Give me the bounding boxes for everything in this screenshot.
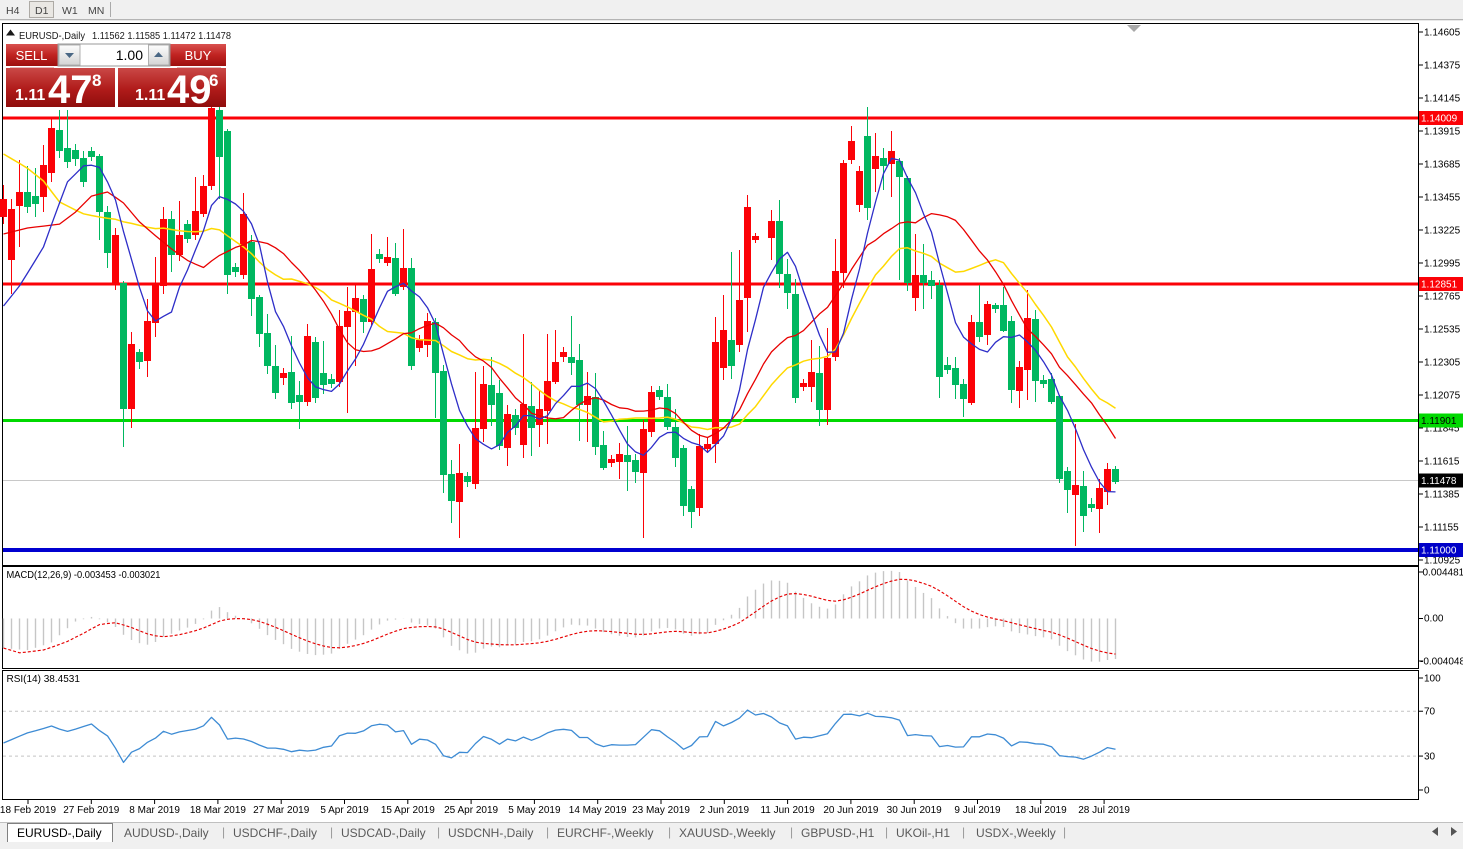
svg-text:|: | bbox=[962, 825, 965, 839]
svg-text:15 Apr 2019: 15 Apr 2019 bbox=[381, 805, 435, 816]
svg-text:1.12535: 1.12535 bbox=[1424, 325, 1461, 336]
svg-text:|: | bbox=[1063, 825, 1066, 839]
svg-text:SELL: SELL bbox=[16, 48, 48, 63]
svg-text:W1: W1 bbox=[62, 5, 78, 17]
svg-text:1.13455: 1.13455 bbox=[1424, 193, 1461, 204]
svg-text:1.14605: 1.14605 bbox=[1424, 28, 1461, 39]
svg-text:70: 70 bbox=[1424, 707, 1436, 718]
svg-text:USDCAD-,Daily: USDCAD-,Daily bbox=[341, 826, 426, 840]
svg-text:1.11000: 1.11000 bbox=[1421, 546, 1457, 557]
svg-text:1.14145: 1.14145 bbox=[1424, 94, 1461, 105]
svg-text:|: | bbox=[790, 825, 793, 839]
svg-text:1.12075: 1.12075 bbox=[1424, 391, 1461, 402]
svg-text:28 Jul 2019: 28 Jul 2019 bbox=[1078, 805, 1130, 816]
svg-text:AUDUSD-,Daily: AUDUSD-,Daily bbox=[124, 826, 209, 840]
svg-text:UKOil-,H1: UKOil-,H1 bbox=[896, 826, 950, 840]
svg-text:XAUUSD-,Weekly: XAUUSD-,Weekly bbox=[679, 826, 775, 840]
svg-text:11 Jun 2019: 11 Jun 2019 bbox=[760, 805, 815, 816]
svg-text:1.14009: 1.14009 bbox=[1421, 114, 1458, 125]
svg-text:30: 30 bbox=[1424, 752, 1436, 763]
svg-text:MN: MN bbox=[88, 5, 104, 17]
svg-text:9 Jul 2019: 9 Jul 2019 bbox=[954, 805, 1001, 816]
svg-text:6: 6 bbox=[209, 71, 218, 90]
svg-text:1.11562 1.11585 1.11472 1.1147: 1.11562 1.11585 1.11472 1.11478 bbox=[92, 31, 231, 42]
svg-text:|: | bbox=[668, 825, 671, 839]
svg-text:1.14375: 1.14375 bbox=[1424, 61, 1461, 72]
svg-text:RSI(14) 38.4531: RSI(14) 38.4531 bbox=[7, 674, 81, 685]
svg-text:1.11615: 1.11615 bbox=[1424, 457, 1460, 468]
svg-text:0: 0 bbox=[1424, 786, 1430, 797]
svg-text:49: 49 bbox=[167, 68, 212, 112]
svg-text:|: | bbox=[437, 825, 440, 839]
svg-text:20 Jun 2019: 20 Jun 2019 bbox=[823, 805, 878, 816]
svg-text:47: 47 bbox=[48, 68, 93, 112]
svg-text:|: | bbox=[222, 825, 225, 839]
svg-text:5 Apr 2019: 5 Apr 2019 bbox=[320, 805, 369, 816]
svg-text:30 Jun 2019: 30 Jun 2019 bbox=[887, 805, 942, 816]
svg-text:23 May 2019: 23 May 2019 bbox=[632, 805, 690, 816]
svg-text:27 Feb 2019: 27 Feb 2019 bbox=[63, 805, 120, 816]
svg-text:27 Mar 2019: 27 Mar 2019 bbox=[253, 805, 310, 816]
svg-text:2 Jun 2019: 2 Jun 2019 bbox=[700, 805, 750, 816]
svg-text:18 Feb 2019: 18 Feb 2019 bbox=[0, 805, 57, 816]
svg-text:18 Mar 2019: 18 Mar 2019 bbox=[190, 805, 247, 816]
svg-text:EURCHF-,Weekly: EURCHF-,Weekly bbox=[557, 826, 653, 840]
svg-text:1.11385: 1.11385 bbox=[1424, 490, 1460, 501]
svg-text:|: | bbox=[330, 825, 333, 839]
svg-text:5 May 2019: 5 May 2019 bbox=[508, 805, 561, 816]
svg-text:EURUSD-,Daily: EURUSD-,Daily bbox=[17, 826, 102, 840]
svg-text:USDCHF-,Daily: USDCHF-,Daily bbox=[233, 826, 317, 840]
svg-text:100: 100 bbox=[1424, 674, 1441, 685]
svg-text:1.11: 1.11 bbox=[135, 87, 165, 104]
svg-text:1.13685: 1.13685 bbox=[1424, 160, 1461, 171]
svg-text:1.12851: 1.12851 bbox=[1421, 280, 1458, 291]
svg-text:H4: H4 bbox=[6, 5, 20, 17]
svg-text:25 Apr 2019: 25 Apr 2019 bbox=[444, 805, 498, 816]
svg-text:1.11901: 1.11901 bbox=[1421, 416, 1457, 427]
svg-text:GBPUSD-,H1: GBPUSD-,H1 bbox=[801, 826, 875, 840]
svg-text:1.12305: 1.12305 bbox=[1424, 358, 1461, 369]
svg-text:1.11155: 1.11155 bbox=[1424, 523, 1459, 534]
svg-text:18 Jul 2019: 18 Jul 2019 bbox=[1015, 805, 1067, 816]
svg-text:8: 8 bbox=[92, 71, 101, 90]
svg-text:8 Mar 2019: 8 Mar 2019 bbox=[129, 805, 180, 816]
svg-text:BUY: BUY bbox=[185, 48, 212, 63]
svg-text:MACD(12,26,9) -0.003453 -0.003: MACD(12,26,9) -0.003453 -0.003021 bbox=[7, 570, 161, 581]
svg-text:-0.004048: -0.004048 bbox=[1420, 657, 1463, 668]
svg-text:1.11845: 1.11845 bbox=[1424, 424, 1460, 435]
svg-text:EURUSD-,Daily: EURUSD-,Daily bbox=[19, 31, 85, 42]
svg-text:14 May 2019: 14 May 2019 bbox=[569, 805, 627, 816]
svg-text:1.10925: 1.10925 bbox=[1424, 556, 1461, 567]
svg-text:1.13225: 1.13225 bbox=[1424, 226, 1461, 237]
svg-text:D1: D1 bbox=[35, 5, 49, 17]
svg-text:|: | bbox=[885, 825, 888, 839]
svg-text:1.13915: 1.13915 bbox=[1424, 127, 1461, 138]
svg-text:1.00: 1.00 bbox=[116, 47, 143, 63]
svg-text:1.12995: 1.12995 bbox=[1424, 259, 1461, 270]
svg-text:1.12765: 1.12765 bbox=[1424, 292, 1461, 303]
svg-text:USDX-,Weekly: USDX-,Weekly bbox=[976, 826, 1056, 840]
svg-text:USDCNH-,Daily: USDCNH-,Daily bbox=[448, 826, 533, 840]
svg-text:1.11: 1.11 bbox=[15, 87, 45, 104]
svg-text:0.004481: 0.004481 bbox=[1423, 568, 1463, 579]
svg-text:1.11478: 1.11478 bbox=[1421, 476, 1457, 487]
svg-text:|: | bbox=[546, 825, 549, 839]
svg-text:0.00: 0.00 bbox=[1424, 614, 1444, 625]
